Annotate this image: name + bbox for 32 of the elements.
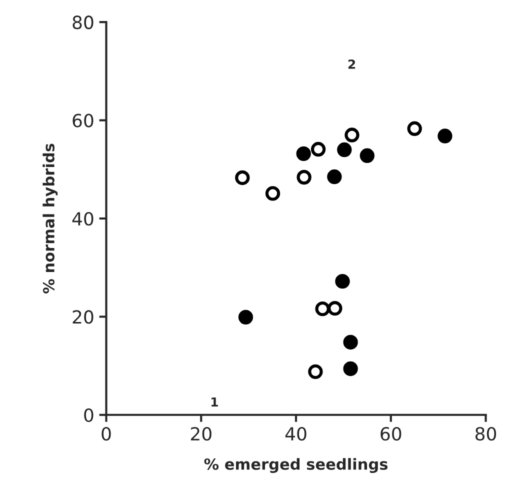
- y-tick-label: 80: [72, 16, 94, 30]
- y-axis-title: % normal hybrids: [42, 144, 58, 294]
- point: [315, 302, 330, 316]
- point: [310, 142, 326, 157]
- x-axis-title: % emerged seedlings: [204, 458, 388, 473]
- point: [407, 121, 422, 136]
- y-tick-label: 40: [72, 212, 94, 226]
- y-tick-label: 60: [72, 114, 94, 128]
- x-tick-label: 40: [285, 427, 306, 441]
- x-tick-label: 60: [380, 427, 402, 441]
- point: [360, 148, 375, 163]
- point: [337, 142, 352, 158]
- point: [328, 301, 342, 316]
- x-tick-label: 0: [102, 427, 111, 441]
- point: [335, 274, 350, 289]
- point: [235, 170, 250, 186]
- annotation: 2: [348, 59, 356, 69]
- y-tick-label: 20: [72, 310, 94, 324]
- point: [296, 170, 312, 185]
- point: [238, 310, 254, 325]
- point: [343, 334, 358, 350]
- point: [438, 128, 452, 144]
- x-tick-label: 80: [475, 427, 496, 441]
- x-tick-label: 20: [190, 427, 212, 441]
- annotation: 1: [211, 397, 218, 407]
- point: [308, 364, 323, 380]
- y-tick-label: 0: [84, 408, 94, 422]
- point: [265, 186, 280, 201]
- point: [296, 146, 311, 162]
- point: [343, 361, 358, 376]
- point: [327, 169, 342, 184]
- point: [344, 128, 360, 142]
